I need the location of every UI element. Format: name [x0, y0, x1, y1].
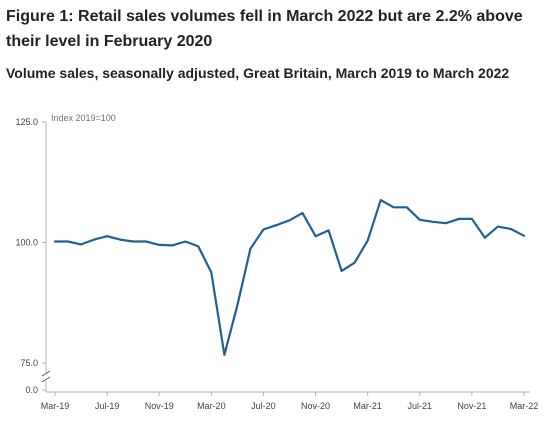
series-line	[53, 199, 526, 356]
series-area	[53, 199, 526, 356]
x-tick-label: Jul-21	[408, 401, 433, 411]
y-axis: 125.0 100.0 75.0 0.0 Index 2019=100	[15, 113, 115, 395]
chart-title: Figure 1: Retail sales volumes fell in M…	[6, 8, 523, 50]
y-axis-label: Index 2019=100	[51, 113, 116, 123]
x-tick-label: Nov-20	[301, 401, 330, 411]
x-tick-label: Mar-21	[353, 401, 382, 411]
y-tick-label: 100.0	[15, 238, 38, 248]
y-tick-label: 0.0	[25, 385, 38, 395]
x-tick-label: Mar-19	[41, 401, 70, 411]
x-tick-label: Jul-20	[251, 401, 276, 411]
chart-subtitle: Volume sales, seasonally adjusted, Great…	[6, 65, 510, 81]
x-tick-label: Mar-20	[197, 401, 226, 411]
x-axis: Mar-19 Jul-19 Nov-19 Mar-20 Jul-20 Nov-20 Mar-…	[41, 391, 539, 411]
axis-break-mark	[41, 376, 51, 383]
axis-break-mark	[41, 370, 51, 377]
x-tick-label: Nov-19	[145, 401, 174, 411]
y-tick-label: 125.0	[15, 117, 38, 127]
x-tick-label: Jul-19	[95, 401, 120, 411]
y-tick-label: 75.0	[20, 358, 38, 368]
x-tick-label: Nov-21	[457, 401, 486, 411]
x-tick-label: Mar-22	[510, 401, 539, 411]
